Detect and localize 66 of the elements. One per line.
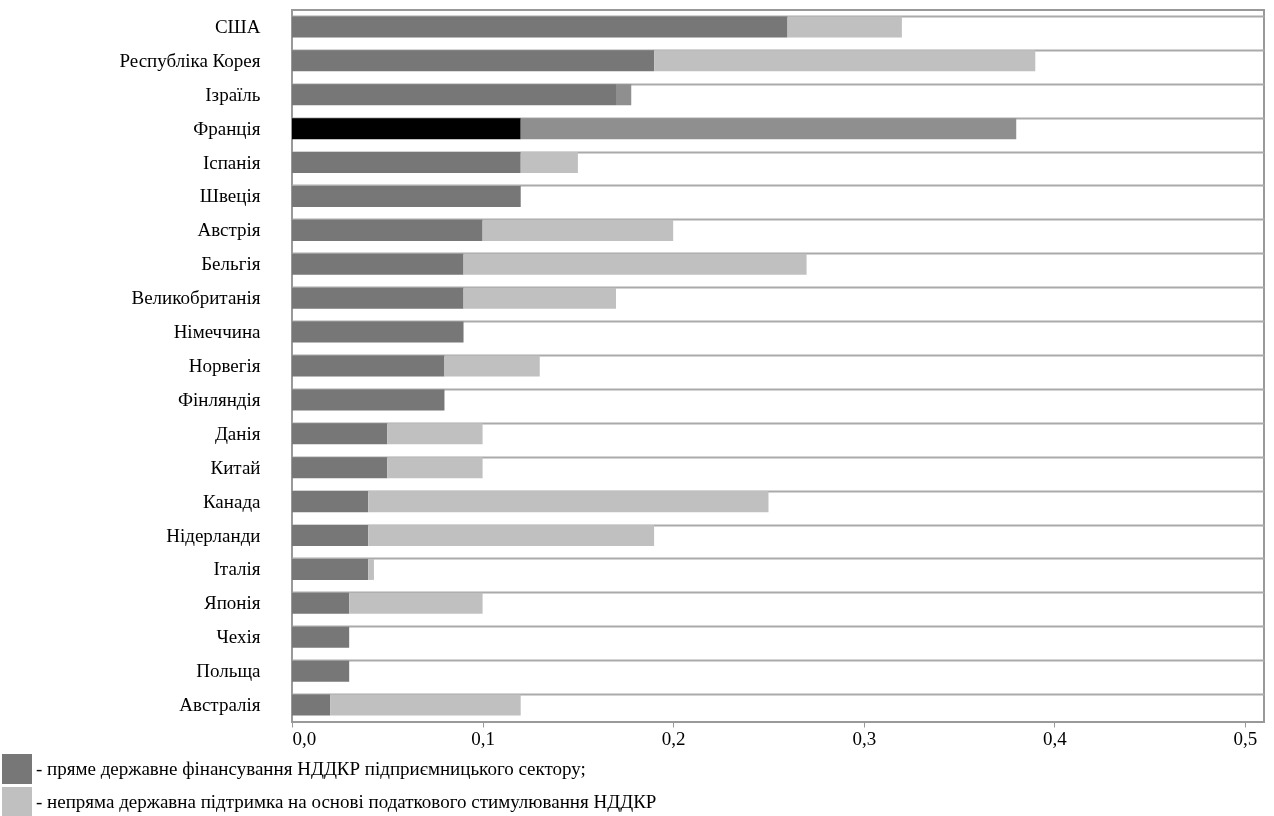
y-tick-label: Швеція [199,185,261,207]
bar [292,118,521,140]
bar [368,558,374,580]
y-tick-label: Бельгія [201,253,261,275]
bar [463,253,807,275]
bar [292,592,350,614]
legend-label: - пряме державне фінансування НДДКР підприємницького сектору; [36,758,586,779]
bar [482,219,674,241]
bar [292,152,521,174]
x-tick-label: 0,5 [1233,727,1258,749]
y-tick-label: Японія [203,592,261,614]
bar [292,491,369,513]
bar [292,16,788,38]
bar [292,355,445,377]
y-tick-label: Чехія [216,626,261,648]
bar [654,50,1036,72]
y-tick-label: США [214,15,261,37]
bar [368,525,655,547]
bar [292,660,350,682]
x-tick-label: 0,3 [852,727,877,749]
bar [292,219,483,241]
bar [387,457,483,479]
x-tick-label: 0,2 [661,727,686,749]
bar [349,592,483,614]
bar [787,16,902,38]
bar [616,84,632,106]
bar [520,152,578,174]
legend-label: - непряма державна підтримка на основі податкового стимулювання НДДКР [36,791,657,812]
y-tick-label: Нідерланди [166,524,261,546]
bar [292,694,331,716]
x-tick-label: 0,1 [471,727,495,749]
x-tick-label: 0,4 [1042,727,1068,749]
y-tick-label: Ізраїль [205,83,261,105]
bar [292,423,388,445]
bar [292,457,388,479]
y-tick-label: Канада [202,490,262,512]
y-tick-label: Іспанія [202,151,261,173]
bar [520,118,1017,140]
y-tick-label: Німеччина [173,321,262,343]
bar [444,355,540,377]
bar [292,321,464,343]
y-tick-label: Данія [214,422,261,444]
bar [292,50,655,72]
y-tick-label: Китай [210,456,261,478]
bar [292,185,521,207]
y-tick-label: Австралія [179,694,261,716]
bar [292,525,369,547]
bar [292,558,369,580]
bar [292,626,350,648]
y-tick-label: Австрія [197,219,261,241]
bar [368,491,769,513]
y-tick-label: Норвегія [188,355,261,376]
y-tick-label: Великобританія [131,287,261,309]
bar [463,287,616,309]
x-tick-label: 0,0 [292,727,317,749]
y-tick-label: Франція [193,117,261,139]
bar [292,287,464,309]
bar [292,253,464,275]
y-tick-label: Фінляндія [177,388,261,410]
y-tick-label: Італія [213,558,261,580]
bar [292,389,445,411]
bar [387,423,483,445]
bar [330,694,521,716]
y-tick-label: Республіка Корея [119,49,261,71]
bar [292,84,616,106]
y-tick-label: Польща [196,660,262,682]
